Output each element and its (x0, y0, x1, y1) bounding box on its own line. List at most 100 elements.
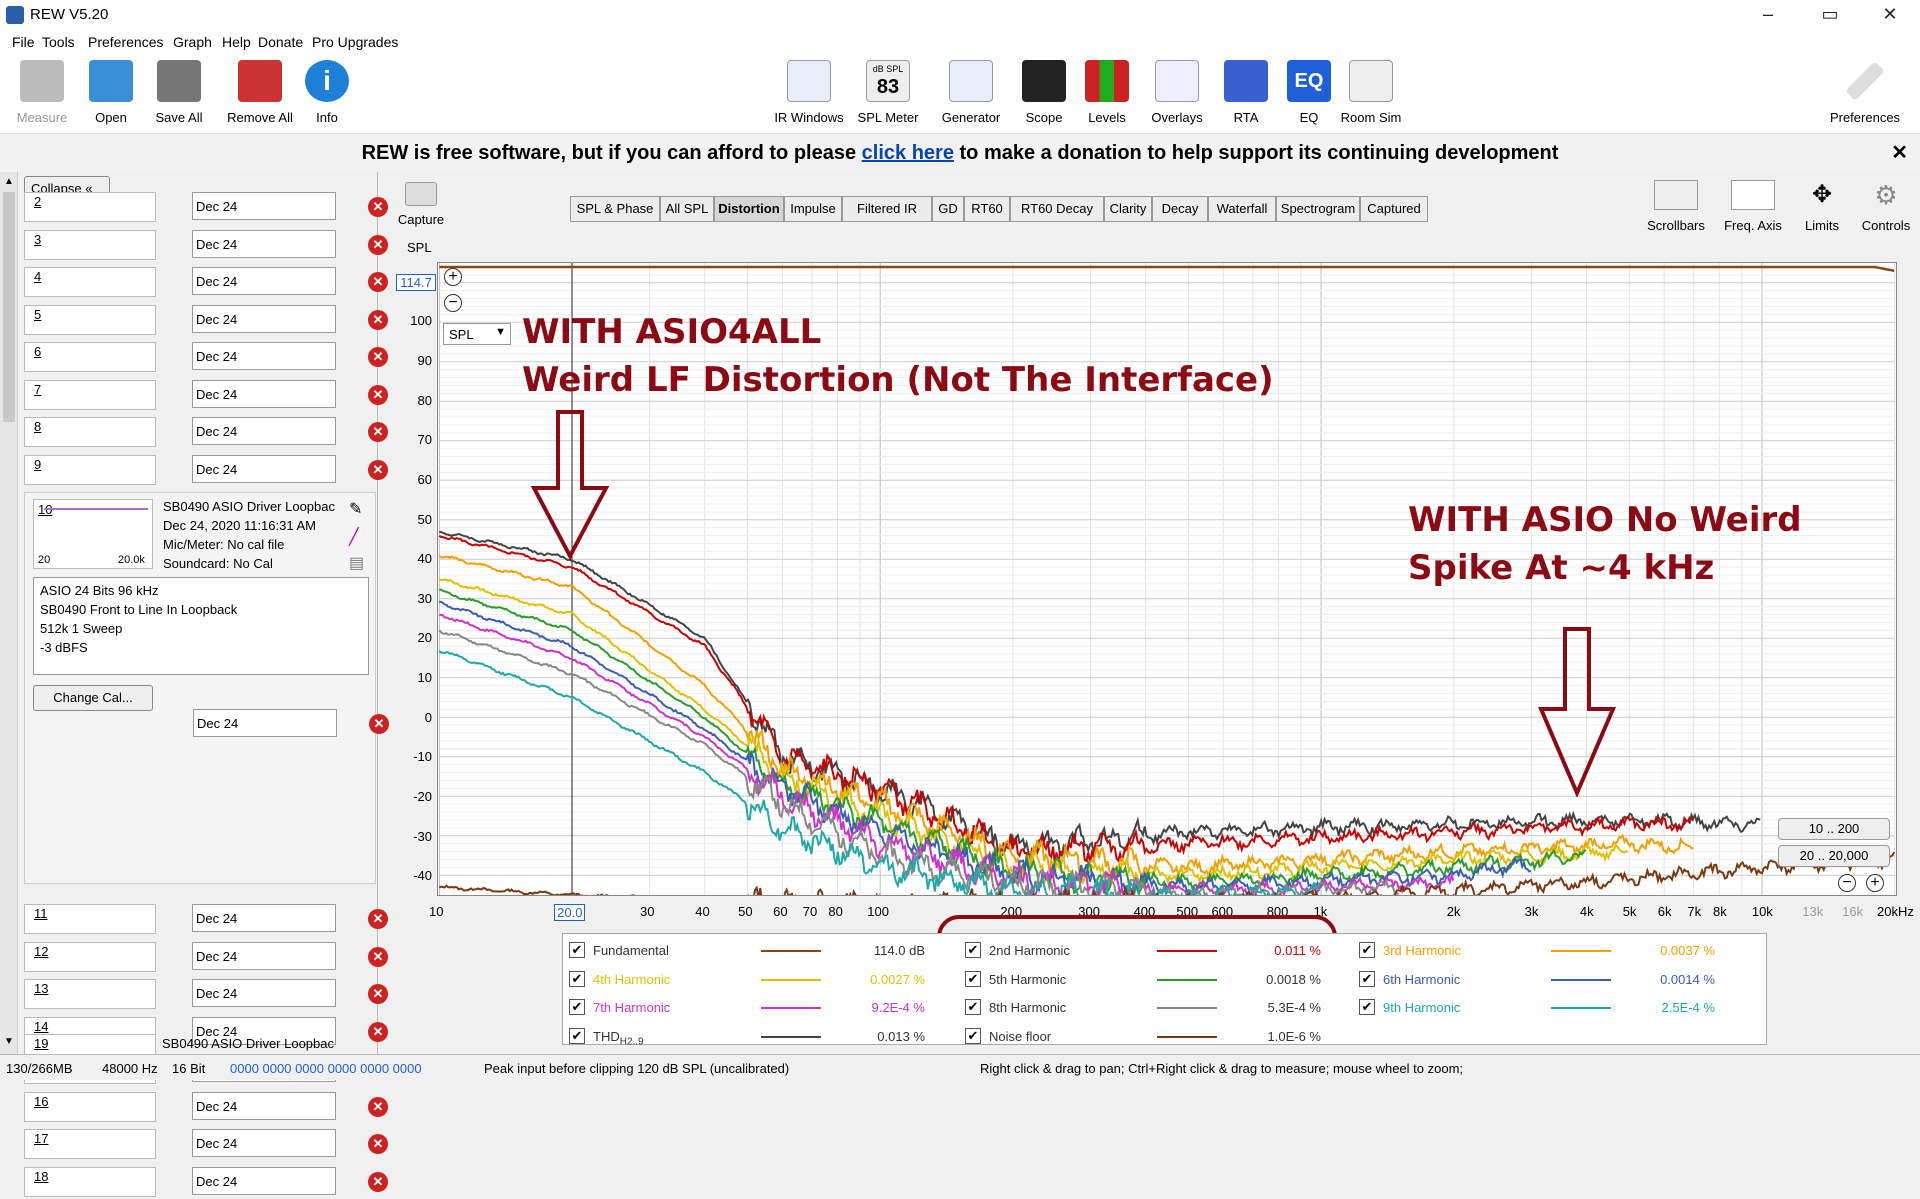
measurement-row-7[interactable]: 7 Dec 24 ✕ (24, 378, 388, 412)
checkbox[interactable]: ✔ (965, 970, 981, 987)
measurement-date-field[interactable]: Dec 24 (192, 342, 336, 370)
range-button-10-200[interactable]: 10 .. 200 (1778, 818, 1890, 840)
tab-impulse[interactable]: Impulse (784, 196, 842, 222)
measurement-date-field[interactable]: Dec 24 (192, 941, 336, 970)
measurement-date-field[interactable]: Dec 24 (192, 192, 336, 220)
delete-measurement-button[interactable]: ✕ (368, 1021, 388, 1042)
menu-donate[interactable]: Donate (258, 34, 304, 50)
delete-measurement-button[interactable]: ✕ (369, 714, 389, 734)
legend-item-8th-harmonic[interactable]: ✔ 8th Harmonic 5.3E-4 % (965, 997, 1355, 1019)
menu-file[interactable]: File (12, 34, 35, 50)
checkbox[interactable]: ✔ (1359, 942, 1375, 958)
close-banner-icon[interactable]: ✕ (1891, 142, 1908, 164)
change-cal-button[interactable]: Change Cal... (33, 685, 153, 711)
edit-icon[interactable]: ✎ (349, 501, 363, 518)
legend-item-thd[interactable]: ✔ THDH2..9 0.013 % (569, 1026, 959, 1048)
preferences-button[interactable]: Preferences (1820, 60, 1910, 125)
scrollbars-button[interactable]: Scrollbars (1643, 180, 1709, 233)
measurement-row-13[interactable]: 13 Dec 24 ✕ (24, 977, 388, 1011)
measurement-date-field[interactable]: Dec 24 (192, 417, 336, 445)
tab-spectrogram[interactable]: Spectrogram (1276, 196, 1360, 222)
zoom-in-y-icon[interactable]: + (444, 268, 462, 286)
checkbox[interactable]: ✔ (965, 999, 981, 1015)
delete-measurement-button[interactable]: ✕ (368, 1134, 388, 1154)
measurement-date-field[interactable]: Dec 24 (192, 1016, 336, 1045)
checkbox[interactable]: ✔ (1359, 970, 1375, 987)
measurement-row-4[interactable]: 4 Dec 24 ✕ (24, 265, 388, 299)
room-sim-button[interactable]: Room Sim (1326, 60, 1416, 125)
y-dropdown[interactable]: SPL ▼ (443, 323, 511, 345)
menu-preferences[interactable]: Preferences (88, 34, 164, 50)
notes-box[interactable]: ASIO 24 Bits 96 kHz SB0490 Front to Line… (33, 577, 369, 675)
measurement-date-field[interactable]: Dec 24 (192, 979, 336, 1007)
checkbox[interactable]: ✔ (965, 1027, 981, 1044)
tab-filtered-ir[interactable]: Filtered IR (842, 196, 932, 222)
measurement-row-9[interactable]: 9 Dec 24 ✕ (24, 453, 388, 487)
scroll-up-icon[interactable]: ▲ (4, 176, 14, 187)
checkbox[interactable]: ✔ (569, 999, 585, 1015)
menu-help[interactable]: Help (222, 34, 251, 50)
zoom-out-y-icon[interactable]: − (444, 294, 462, 312)
pen-icon[interactable]: ╱ (349, 529, 359, 546)
zoom-in-x-icon[interactable]: + (1866, 874, 1884, 892)
save-all-button[interactable]: Save All (134, 60, 224, 125)
measurement-row-3[interactable]: 3 Dec 24 ✕ (24, 228, 388, 262)
controls-button[interactable]: ⚙ Controls (1861, 180, 1911, 233)
open-button[interactable]: Open (66, 60, 156, 125)
legend-item-2nd-harmonic[interactable]: ✔ 2nd Harmonic 0.011 % (965, 940, 1355, 962)
tab-all-spl[interactable]: All SPL (660, 196, 714, 222)
measurement-date-field[interactable]: Dec 24 (192, 304, 336, 333)
measurement-date-field[interactable]: Dec 24 (192, 1129, 336, 1157)
checkbox[interactable]: ✔ (1359, 999, 1375, 1015)
delete-measurement-button[interactable]: ✕ (368, 1171, 388, 1192)
measurement-row-11[interactable]: 11 Dec 24 ✕ (24, 902, 388, 936)
legend-item-3rd-harmonic[interactable]: ✔ 3rd Harmonic 0.0037 % (1359, 940, 1749, 962)
tab-waterfall[interactable]: Waterfall (1208, 196, 1276, 222)
spl-meter-button[interactable]: dB SPL 83 SPL Meter (843, 60, 933, 125)
delete-measurement-button[interactable]: ✕ (368, 1096, 388, 1117)
range-button-20-20000[interactable]: 20 .. 20,000 (1778, 845, 1890, 867)
measurement-date-field[interactable]: Dec 24 (192, 454, 336, 483)
measure-button[interactable]: Measure (0, 60, 87, 125)
remove-all-button[interactable]: Remove All (215, 60, 305, 125)
delete-measurement-button[interactable]: ✕ (368, 422, 388, 442)
measurement-date-field[interactable]: Dec 24 (192, 1166, 336, 1195)
zoom-out-x-icon[interactable]: − (1838, 874, 1856, 892)
checkbox[interactable]: ✔ (965, 942, 981, 958)
eq-button[interactable]: EQ EQ (1264, 60, 1354, 125)
limits-button[interactable]: ✥ Limits (1792, 180, 1852, 233)
measurement-row-2[interactable]: 2 Dec 24 ✕ (24, 190, 388, 224)
tab-rt60-decay[interactable]: RT60 Decay (1010, 196, 1104, 222)
info-button[interactable]: i Info (282, 60, 372, 125)
maximize-button[interactable]: ▭ (1821, 4, 1839, 24)
tab-gd[interactable]: GD (932, 196, 964, 222)
donate-link[interactable]: click here (861, 142, 954, 164)
measurement-row-16[interactable]: 16 Dec 24 ✕ (24, 1090, 388, 1124)
checkbox[interactable]: ✔ (569, 942, 585, 958)
freq-axis-button[interactable]: Freq. Axis (1716, 180, 1790, 233)
minimize-button[interactable]: – (1762, 4, 1773, 24)
legend-item-noise-floor[interactable]: ✔ Noise floor 1.0E-6 % (965, 1026, 1355, 1048)
ir-windows-button[interactable]: IR Windows (764, 60, 854, 125)
scroll-thumb[interactable] (3, 192, 15, 422)
delete-measurement-button[interactable]: ✕ (368, 347, 388, 367)
tab-decay[interactable]: Decay (1152, 196, 1208, 222)
menu-pro-upgrades[interactable]: Pro Upgrades (312, 34, 399, 50)
measurement-row-6[interactable]: 6 Dec 24 ✕ (24, 340, 388, 374)
measurement-date-field[interactable]: Dec 24 (192, 904, 336, 932)
measurement-row-12[interactable]: 12 Dec 24 ✕ (24, 940, 388, 974)
legend-item-5th-harmonic[interactable]: ✔ 5th Harmonic 0.0018 % (965, 969, 1355, 991)
measurement-date-field[interactable]: Dec 24 (192, 379, 336, 408)
measurement-row-17[interactable]: 17 Dec 24 ✕ (24, 1127, 388, 1161)
delete-measurement-button[interactable]: ✕ (368, 197, 388, 217)
measurement-date-field[interactable]: Dec 24 (192, 229, 336, 258)
levels-button[interactable]: Levels (1062, 60, 1152, 125)
tab-rt60[interactable]: RT60 (964, 196, 1010, 222)
checkbox[interactable]: ✔ (569, 1027, 585, 1044)
close-button[interactable]: ✕ (1882, 4, 1898, 24)
legend-item-6th-harmonic[interactable]: ✔ 6th Harmonic 0.0014 % (1359, 969, 1749, 991)
legend-item-4th-harmonic[interactable]: ✔ 4th Harmonic 0.0027 % (569, 969, 959, 991)
delete-measurement-button[interactable]: ✕ (368, 272, 388, 292)
delete-measurement-button[interactable]: ✕ (368, 946, 388, 967)
tab-captured[interactable]: Captured (1360, 196, 1428, 222)
